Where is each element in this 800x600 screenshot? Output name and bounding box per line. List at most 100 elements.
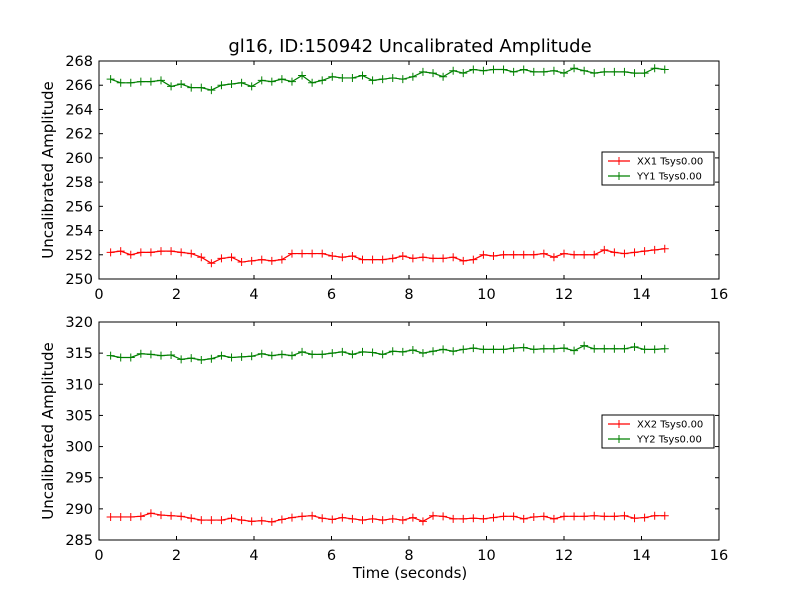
data-point — [126, 78, 135, 87]
chart-title: gl16, ID:150942 Uncalibrated Amplitude — [228, 36, 591, 57]
legend-marker — [615, 172, 623, 180]
x-tick-label: 8 — [404, 287, 413, 303]
data-point — [439, 72, 448, 81]
data-point — [580, 66, 589, 75]
data-point — [318, 76, 327, 85]
data-point — [509, 512, 518, 521]
data-point — [499, 345, 508, 354]
data-point — [237, 258, 246, 267]
legend-marker — [615, 435, 623, 443]
y-tick-label: 250 — [65, 272, 93, 288]
data-point — [529, 345, 538, 354]
x-tick-label: 8 — [404, 548, 413, 564]
data-point — [368, 514, 377, 523]
data-point — [267, 517, 276, 526]
x-axis-label: Time (seconds) — [352, 564, 468, 582]
data-point — [308, 78, 317, 87]
data-point — [600, 67, 609, 76]
data-point — [630, 342, 639, 351]
data-point — [136, 349, 145, 358]
x-tick-label: 10 — [477, 287, 495, 303]
x-tick-label: 4 — [249, 287, 258, 303]
legend: XX1 Tsys0.00 YY1 Tsys0.00 — [601, 151, 715, 186]
data-point — [298, 71, 307, 80]
x-tick-label: 14 — [632, 287, 650, 303]
data-point — [519, 250, 528, 259]
data-point — [106, 75, 115, 84]
data-point — [197, 253, 206, 262]
y-tick-label: 252 — [65, 248, 93, 264]
data-point — [449, 253, 458, 262]
data-point — [136, 248, 145, 257]
data-point — [640, 345, 649, 354]
data-point — [549, 66, 558, 75]
data-point — [167, 511, 176, 520]
data-point — [388, 254, 397, 263]
series-yy-2 — [106, 341, 669, 364]
data-point — [469, 514, 478, 523]
data-point — [549, 253, 558, 262]
x-tick-label: 6 — [327, 287, 336, 303]
data-point — [388, 514, 397, 523]
data-point — [600, 245, 609, 254]
data-point — [439, 512, 448, 521]
y-axis-label: Uncalibrated Amplitude — [39, 342, 57, 519]
x-tick-label: 10 — [477, 548, 495, 564]
data-point — [640, 247, 649, 256]
data-point — [388, 347, 397, 356]
data-point — [247, 352, 256, 361]
data-point — [197, 516, 206, 525]
data-point — [328, 251, 337, 260]
data-point — [620, 344, 629, 353]
data-point — [429, 69, 438, 78]
data-point — [157, 511, 165, 520]
data-point — [660, 511, 669, 520]
data-point — [308, 249, 317, 258]
y-tick-label: 262 — [65, 127, 93, 143]
data-point — [378, 350, 387, 359]
data-point — [227, 514, 236, 523]
data-point — [469, 255, 478, 264]
data-point — [570, 250, 579, 259]
data-point — [227, 253, 236, 262]
x-tick-label: 16 — [710, 548, 728, 564]
data-point — [509, 344, 518, 353]
data-point — [358, 347, 367, 356]
data-point — [207, 86, 216, 95]
data-point — [479, 250, 488, 259]
data-point — [378, 255, 387, 264]
data-point — [398, 347, 407, 356]
series-xx-2 — [106, 509, 669, 526]
data-point — [136, 512, 145, 521]
data-point — [549, 514, 558, 523]
data-point — [600, 512, 609, 521]
x-tick-label: 4 — [249, 548, 258, 564]
x-tick-label: 2 — [172, 548, 181, 564]
data-point — [560, 69, 568, 78]
data-point — [116, 353, 125, 362]
data-point — [519, 514, 528, 523]
data-point — [237, 78, 246, 87]
data-point — [630, 514, 639, 523]
data-point — [560, 249, 568, 258]
data-point — [328, 515, 337, 524]
data-point — [247, 82, 256, 91]
data-point — [338, 347, 347, 356]
y-tick-label: 254 — [65, 224, 93, 240]
data-point — [287, 77, 296, 86]
data-point — [539, 67, 548, 76]
x-tick-label: 16 — [710, 287, 728, 303]
data-point — [499, 250, 508, 259]
y-tick-label: 305 — [65, 408, 93, 424]
data-point — [398, 251, 407, 260]
data-point — [469, 65, 478, 74]
x-tick-label: 14 — [632, 548, 650, 564]
data-point — [277, 255, 286, 264]
legend-label: YY2 Tsys0.00 — [636, 435, 702, 446]
data-point — [126, 512, 135, 521]
data-point — [298, 249, 307, 258]
data-point — [187, 249, 196, 258]
data-point — [167, 351, 176, 360]
